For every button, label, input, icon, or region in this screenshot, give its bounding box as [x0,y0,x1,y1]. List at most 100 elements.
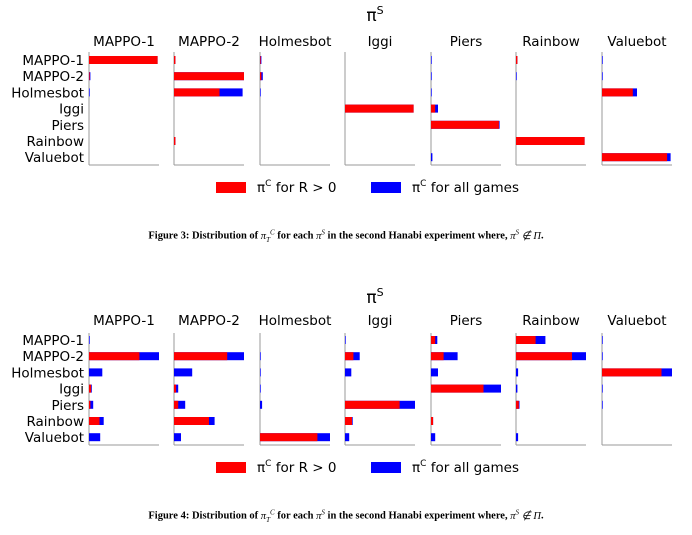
panel-title: Piers [450,34,482,50]
bar-r-positive [602,153,668,162]
panel-valuebot: Valuebot [601,313,672,446]
panel-title: Piers [450,313,482,329]
bar-all-games [516,433,519,442]
row-label: Piers [52,118,84,134]
bar-r-positive [174,400,179,409]
bar-r-positive [174,352,228,361]
row-label: Iggi [59,102,84,118]
row-label: MAPPO-2 [22,69,84,85]
bar-all-games [345,368,352,377]
legend-label-blue: πC for all games [412,459,519,476]
bar-all-games [260,88,261,97]
bar-r-positive [516,56,518,64]
bar-r-positive [89,72,90,81]
panel-rainbow: Rainbow [515,313,586,446]
bar-all-games [431,433,436,442]
bar-r-positive [260,56,261,64]
bar-all-games [89,433,101,442]
bar-r-positive [516,137,585,145]
legend-swatch-red [216,462,246,473]
bar-r-positive [345,417,352,425]
bar-r-positive [174,56,176,64]
bar-r-positive [260,433,318,442]
bar-all-games [602,352,603,361]
bar-r-positive [431,384,484,393]
figure-4-caption: Figure 4: Distribution of πTC for each π… [148,508,544,524]
panel-title: MAPPO-2 [178,313,240,329]
bar-r-positive [516,400,519,409]
chart-title: πS [366,286,383,308]
panel-title: Valuebot [607,313,666,329]
bar-r-positive [431,336,436,344]
row-label: Valuebot [25,150,84,166]
bar-r-positive [89,384,92,393]
bar-r-positive [89,400,91,409]
bar-all-games [431,88,432,97]
panel-title: Holmesbot [259,313,332,329]
caption-label: Figure 3: [148,230,190,242]
row-label: Piers [52,398,84,414]
row-label: MAPPO-1 [22,333,84,349]
figure-3-caption: Figure 3: Distribution of πTC for each π… [148,228,544,244]
bar-r-positive [602,88,633,97]
panel-mappo-2: MAPPO-2 [173,34,244,166]
panel-title: Rainbow [522,313,580,329]
bar-all-games [602,384,603,393]
figure-3-chart: πSMAPPO-1MAPPO-2HolmesbotIggiPiersRainbo… [11,4,672,196]
bar-all-games [431,56,432,64]
panel-piers: Piers [430,34,501,166]
panel-piers: Piers [430,313,501,446]
bar-r-positive [431,104,436,113]
bar-all-games [89,336,90,344]
panel-title: MAPPO-2 [178,34,240,50]
bar-all-games [345,336,346,344]
panel-title: MAPPO-1 [93,313,155,329]
bar-r-positive [174,72,244,81]
panel-holmesbot: Holmesbot [259,34,332,166]
legend-label-blue: πC for all games [412,179,519,196]
panel-title: MAPPO-1 [93,34,155,50]
bar-all-games [602,336,603,344]
bar-r-positive [260,72,262,81]
panel-valuebot: Valuebot [601,34,672,166]
bar-all-games [89,400,94,409]
legend-label-red: πC for R > 0 [257,179,336,196]
bar-r-positive [431,417,434,425]
row-label: MAPPO-1 [22,53,84,69]
bar-r-positive [516,336,536,344]
bar-all-games [602,56,603,64]
panel-iggi: Iggi [344,34,415,166]
bar-r-positive [602,368,662,377]
row-label: MAPPO-2 [22,349,84,365]
bar-r-positive [89,417,100,425]
bar-all-games [431,368,438,377]
bar-all-games [260,352,261,361]
bar-all-games [174,400,186,409]
bar-r-positive [174,384,177,393]
panel-title: Holmesbot [259,34,332,50]
legend: πC for R > 0 πC for all games [216,459,519,476]
chart-title: πS [366,4,383,26]
row-label: Holmesbot [11,85,84,101]
panel-iggi: Iggi [344,313,415,446]
row-label: Rainbow [26,414,84,430]
bar-all-games [174,368,193,377]
panel-holmesbot: Holmesbot [259,313,332,446]
bar-r-positive [174,417,209,425]
bar-all-games [516,72,517,81]
bar-r-positive [431,120,499,129]
bar-all-games [602,400,603,409]
bar-r-positive [345,104,414,113]
panel-title: Valuebot [607,34,666,50]
bar-r-positive [431,352,444,361]
bar-r-positive [516,352,572,361]
row-label: Valuebot [25,430,84,446]
bar-all-games [431,352,458,361]
bar-r-positive [174,137,176,145]
bar-all-games [516,384,518,393]
panel-mappo-1: MAPPO-1 [88,34,159,166]
bar-all-games [260,400,263,409]
panel-title: Iggi [368,313,393,329]
legend-swatch-red [216,182,246,193]
